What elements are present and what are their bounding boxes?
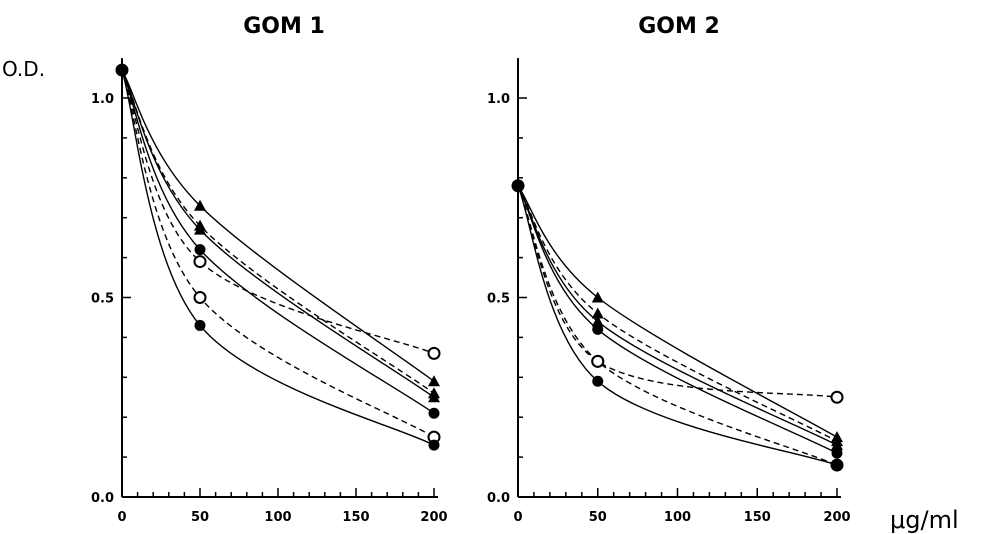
series-line	[121, 69, 435, 394]
data-point-filled-circle	[428, 439, 440, 451]
chart-panel-gom2: GOM 2 0.0 0.5 1.0 0 50 100 150 200	[487, 14, 851, 525]
x-tick-label: 50	[589, 510, 607, 525]
data-point-triangle	[831, 439, 843, 451]
x-tick-label: 0	[117, 510, 126, 525]
x-tick-label: 150	[342, 510, 369, 525]
data-point-filled-circle	[831, 447, 843, 459]
data-point-triangle	[428, 391, 440, 403]
y-tick-label: 0.5	[91, 292, 114, 307]
y-tick-label: 1.0	[91, 92, 114, 107]
data-point-open-circle	[193, 291, 207, 304]
data-point-filled-circle	[194, 319, 206, 331]
data-point-open-circle	[193, 255, 207, 269]
y-tick-label: 1.0	[487, 92, 510, 107]
data-point-filled-circle	[194, 244, 206, 256]
series-line	[121, 69, 435, 382]
series-line	[517, 185, 838, 438]
series-line	[121, 69, 435, 414]
x-tick-label: 50	[191, 510, 209, 525]
y-tick-label: 0.0	[487, 491, 510, 506]
y-tick-label: 0.5	[487, 292, 510, 307]
x-tick-label: 100	[664, 510, 691, 525]
data-point-triangle	[591, 291, 604, 303]
data-point-triangle	[591, 315, 604, 327]
data-point-filled-circle	[592, 323, 604, 335]
data-point-open-circle	[427, 346, 441, 360]
series-line	[517, 185, 838, 442]
data-point-filled-circle	[592, 375, 604, 387]
data-point-triangle	[194, 223, 206, 235]
x-unit-label: μg/ml	[890, 506, 959, 534]
x-tick-label: 100	[264, 510, 291, 525]
data-point-triangle	[428, 375, 440, 387]
series-line	[517, 185, 838, 454]
x-tick-label: 150	[744, 510, 771, 525]
series-line	[517, 185, 838, 446]
y-axis-label: O.D.	[2, 57, 45, 81]
data-point-start	[511, 179, 525, 193]
data-point-open-circle	[830, 390, 844, 404]
series-line	[517, 185, 838, 398]
chart-title: GOM 1	[243, 14, 325, 39]
x-tick-label: 0	[513, 510, 522, 525]
data-point-filled-circle	[831, 459, 843, 471]
chart-title: GOM 2	[638, 14, 720, 39]
data-point-triangle	[194, 199, 206, 211]
x-tick-label: 200	[823, 510, 850, 525]
series-line	[121, 69, 435, 398]
data-point-triangle	[591, 307, 604, 319]
chart-panel-gom1: GOM 1 0.0 0.5 1.0 0 50 100 150 200	[91, 14, 448, 525]
data-point-open-circle	[591, 354, 605, 368]
series-line	[121, 69, 435, 438]
series-line	[121, 69, 435, 355]
series-line	[121, 69, 435, 446]
data-point-filled-circle	[428, 407, 440, 419]
x-tick-label: 200	[420, 510, 447, 525]
data-point-start	[115, 63, 129, 77]
y-tick-label: 0.0	[91, 491, 114, 506]
